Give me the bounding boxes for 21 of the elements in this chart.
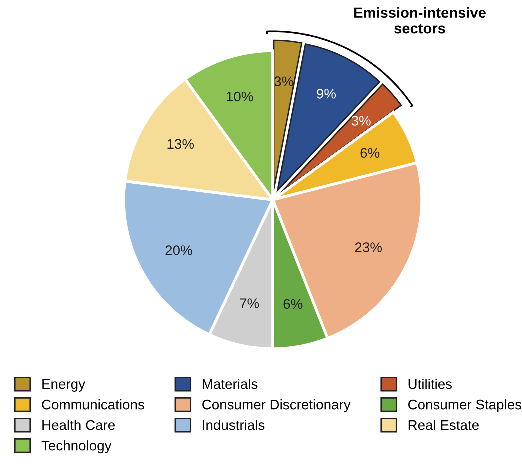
data-label: 23% bbox=[355, 242, 382, 252]
legend-label: Consumer Discretionary bbox=[202, 400, 351, 412]
data-label: 3% bbox=[274, 76, 294, 87]
legend-label: Industrials bbox=[203, 420, 265, 430]
legend-label: Materials bbox=[203, 378, 258, 390]
data-label: 3% bbox=[352, 116, 371, 126]
legend-label: Energy bbox=[42, 380, 86, 392]
data-label: 13% bbox=[168, 139, 194, 150]
legend-label: Health Care bbox=[42, 420, 115, 430]
legend-label: Utilities bbox=[408, 378, 452, 390]
data-label: 6% bbox=[360, 148, 380, 158]
legend-label: Communications bbox=[42, 400, 144, 410]
legend-label: Real Estate bbox=[408, 420, 479, 430]
legend-label: Consumer Staples bbox=[408, 400, 522, 412]
data-label: 9% bbox=[317, 88, 336, 99]
data-label: 20% bbox=[166, 246, 192, 256]
legend-label: Technology bbox=[42, 440, 112, 454]
text: Emission-intensive sectors bbox=[354, 7, 486, 34]
data-label: 7% bbox=[240, 298, 260, 308]
data-label: 10% bbox=[227, 92, 254, 102]
data-label: 6% bbox=[284, 299, 303, 310]
